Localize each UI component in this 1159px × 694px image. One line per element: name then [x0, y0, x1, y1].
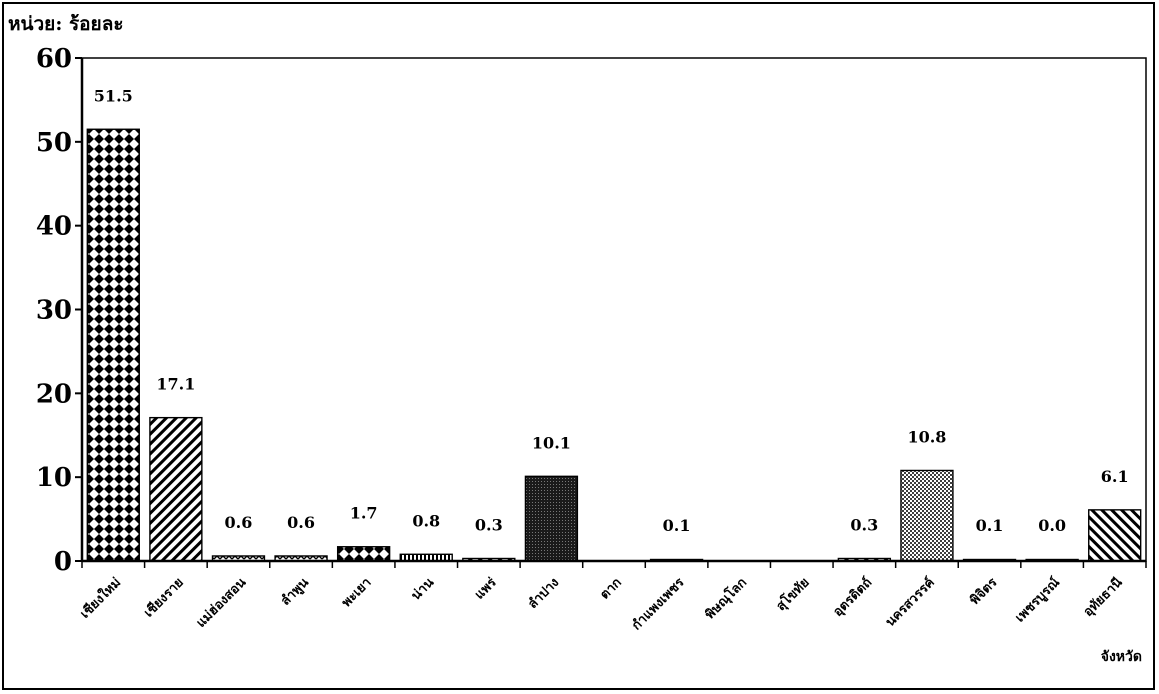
data-label: 10.1 — [532, 433, 571, 452]
bars — [86, 128, 1142, 562]
plot-border — [81, 57, 1147, 562]
data-label: 0.6 — [287, 513, 315, 532]
x-tick-label: ตาก — [598, 575, 625, 602]
y-tick-label: 50 — [36, 128, 72, 158]
value-labels: 51.5 17.1 0.6 0.6 1.7 0.8 0.3 10.1 0.1 0.3 10.8 0.1… — [94, 86, 1129, 535]
x-tick-label: ลำปาง — [525, 575, 563, 613]
bar — [336, 546, 391, 562]
data-label: 0.1 — [663, 516, 691, 535]
data-label: 17.1 — [156, 375, 195, 394]
data-label: 0.3 — [475, 515, 503, 534]
y-tick-label: 60 — [36, 44, 72, 74]
x-axis: เชียงใหม่ เชียงราย แม่ฮ่องสอน ลำพูน พะเยา น่า… — [76, 559, 1147, 634]
y-tick-label: 0 — [54, 547, 72, 577]
bar — [86, 128, 140, 562]
x-tick-label: ลำพูน — [277, 574, 312, 609]
x-tick-label: พิจิตร — [967, 575, 1000, 608]
x-tick-label: พิษณุโลก — [701, 574, 750, 623]
y-tick-label: 40 — [36, 212, 72, 242]
bar — [149, 416, 203, 562]
x-tick-label: แม่ฮ่องสอน — [194, 575, 250, 631]
y-tick-label: 30 — [36, 296, 72, 326]
bar — [900, 469, 954, 562]
data-label: 0.0 — [1038, 516, 1066, 535]
data-label: 0.1 — [976, 516, 1004, 535]
data-label: 51.5 — [94, 86, 133, 105]
bar-chart: หน่วย: ร้อยละ 0 10 20 30 40 50 60 51.5 17.1 0.6 0… — [8, 13, 1147, 665]
x-tick-label: น่าน — [409, 575, 437, 603]
x-tick-label: สุโขทัย — [772, 574, 812, 614]
y-tick-label: 10 — [36, 463, 72, 493]
unit-label: หน่วย: ร้อยละ — [8, 13, 124, 35]
y-axis: 0 10 20 30 40 50 60 — [36, 44, 84, 577]
x-tick-label: อุทัยธานี — [1080, 574, 1125, 619]
bar — [524, 475, 579, 562]
bar — [1088, 509, 1142, 562]
x-tick-label: พะเยา — [339, 575, 374, 610]
data-label: 1.7 — [350, 504, 378, 523]
x-tick-label: แพร่ — [472, 575, 500, 603]
x-axis-title: จังหวัด — [1101, 649, 1142, 665]
x-tick-label: เชียงราย — [141, 575, 187, 621]
plot-area — [81, 57, 1147, 562]
x-tick-label: อุตรดิตถ์ — [830, 574, 875, 619]
data-label: 0.6 — [225, 513, 253, 532]
x-tick-label: เพชรบูรณ์ — [1012, 575, 1063, 626]
data-label: 0.8 — [412, 511, 440, 530]
data-label: 0.3 — [850, 515, 878, 534]
y-tick-label: 20 — [36, 379, 72, 409]
data-label: 10.8 — [907, 427, 946, 446]
x-tick-label: เชียงใหม่ — [76, 574, 124, 622]
x-tick-label: กำแพงเพชร — [629, 575, 688, 634]
x-tick-label: นครสวรรค์ — [882, 575, 937, 630]
data-label: 6.1 — [1101, 467, 1129, 486]
